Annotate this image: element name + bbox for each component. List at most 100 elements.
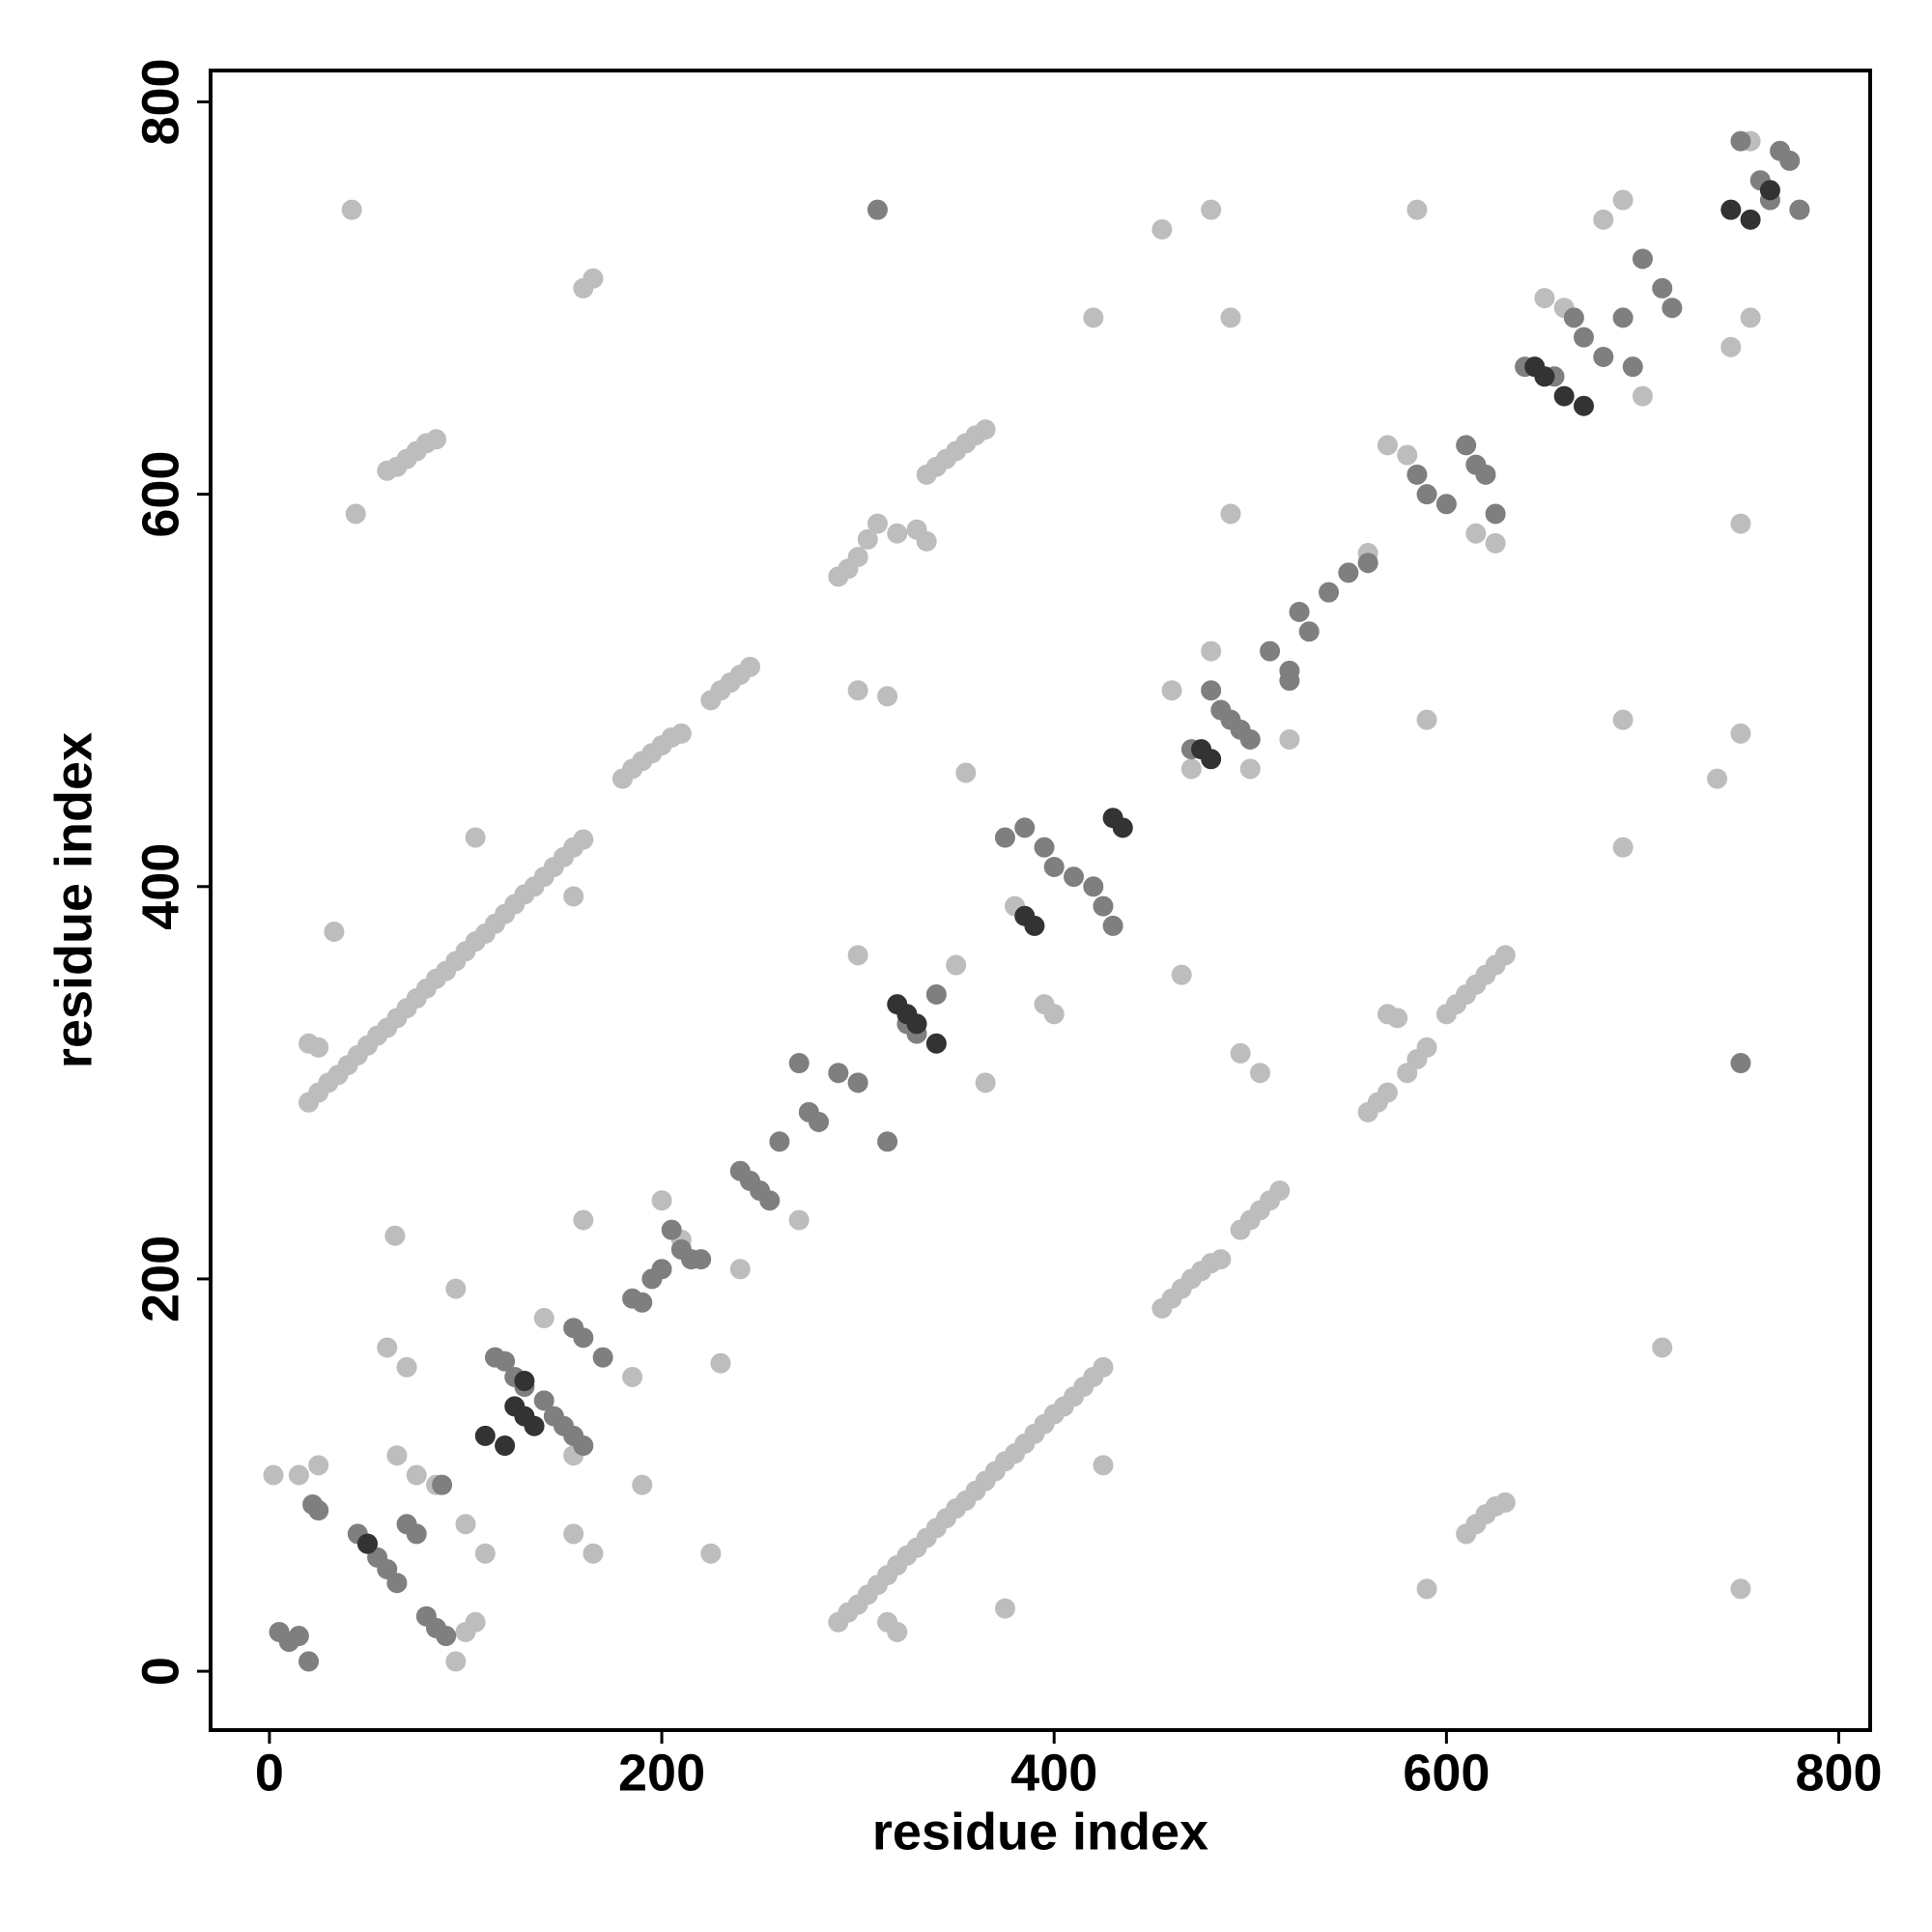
point: [1377, 435, 1398, 456]
point: [769, 1131, 790, 1152]
point: [356, 1533, 378, 1554]
point: [533, 1390, 554, 1411]
point: [1720, 199, 1742, 220]
point: [582, 268, 604, 289]
point: [632, 1292, 653, 1313]
point: [474, 1425, 496, 1446]
point: [563, 886, 584, 907]
point: [1652, 277, 1673, 298]
point: [877, 1611, 898, 1633]
point: [288, 1626, 309, 1647]
point: [377, 1337, 398, 1358]
point: [1622, 356, 1643, 378]
point: [847, 945, 868, 966]
point: [994, 827, 1015, 848]
point: [1319, 582, 1340, 603]
point: [847, 547, 868, 568]
point: [1553, 385, 1575, 407]
point: [710, 1352, 731, 1374]
point: [1416, 1578, 1437, 1600]
point: [925, 1033, 947, 1054]
point: [563, 1523, 584, 1545]
point: [887, 523, 908, 544]
point: [1201, 680, 1222, 701]
point: [592, 1347, 613, 1368]
point: [632, 1474, 653, 1495]
point: [1740, 307, 1761, 328]
point: [691, 1249, 712, 1270]
point: [1201, 640, 1222, 662]
point: [847, 680, 868, 701]
point: [1534, 366, 1555, 387]
point: [1397, 444, 1418, 466]
point: [1632, 385, 1653, 407]
point: [1612, 709, 1634, 730]
point: [308, 1037, 329, 1058]
point: [1249, 1063, 1270, 1084]
point: [1574, 327, 1595, 348]
point: [867, 513, 888, 534]
point: [1730, 1053, 1751, 1074]
point: [1730, 513, 1751, 534]
point: [1612, 189, 1634, 211]
point: [1279, 728, 1300, 750]
point: [1093, 895, 1114, 917]
point: [263, 1464, 284, 1486]
point: [1707, 768, 1728, 789]
point: [1269, 1180, 1291, 1202]
point: [1779, 150, 1801, 171]
y-tick-label: 0: [131, 1657, 189, 1686]
point: [406, 1523, 427, 1545]
point: [533, 1308, 554, 1329]
point: [700, 1543, 722, 1564]
point: [1632, 248, 1653, 270]
point: [1416, 709, 1437, 730]
point: [324, 921, 345, 942]
point: [877, 686, 898, 707]
point: [975, 1072, 996, 1094]
point: [809, 1111, 830, 1132]
point: [1338, 562, 1359, 583]
point: [1357, 553, 1378, 574]
point: [386, 1445, 408, 1466]
point: [975, 419, 996, 440]
x-tick-label: 0: [255, 1744, 284, 1802]
point: [788, 1053, 810, 1074]
point: [1485, 503, 1506, 525]
point: [1406, 464, 1428, 485]
y-tick-label: 600: [131, 451, 189, 538]
y-tick-label: 200: [131, 1236, 189, 1322]
point: [1220, 307, 1241, 328]
point: [651, 1190, 672, 1211]
point: [1083, 876, 1104, 897]
point: [1593, 346, 1614, 367]
point: [573, 1209, 594, 1231]
point: [573, 1435, 594, 1457]
point: [514, 1371, 535, 1392]
point: [1730, 1578, 1751, 1600]
point: [1612, 837, 1634, 858]
point: [288, 1464, 309, 1486]
point: [867, 199, 888, 220]
point: [1720, 336, 1742, 357]
x-tick-label: 600: [1403, 1744, 1490, 1802]
point: [1102, 915, 1123, 936]
point: [1740, 209, 1761, 230]
point: [1730, 130, 1751, 152]
point: [524, 1415, 545, 1436]
point: [1494, 1492, 1516, 1513]
y-axis-label: residue index: [44, 732, 102, 1068]
point: [877, 1131, 898, 1152]
point: [1210, 1249, 1232, 1270]
point: [1456, 435, 1477, 456]
point: [1112, 817, 1133, 838]
point: [1201, 199, 1222, 220]
point: [495, 1435, 516, 1457]
point: [651, 1259, 672, 1280]
point: [828, 1063, 849, 1084]
point: [946, 954, 967, 976]
point: [396, 1356, 417, 1378]
point: [925, 983, 947, 1005]
plot-frame: [209, 69, 1872, 1732]
point: [465, 827, 486, 848]
